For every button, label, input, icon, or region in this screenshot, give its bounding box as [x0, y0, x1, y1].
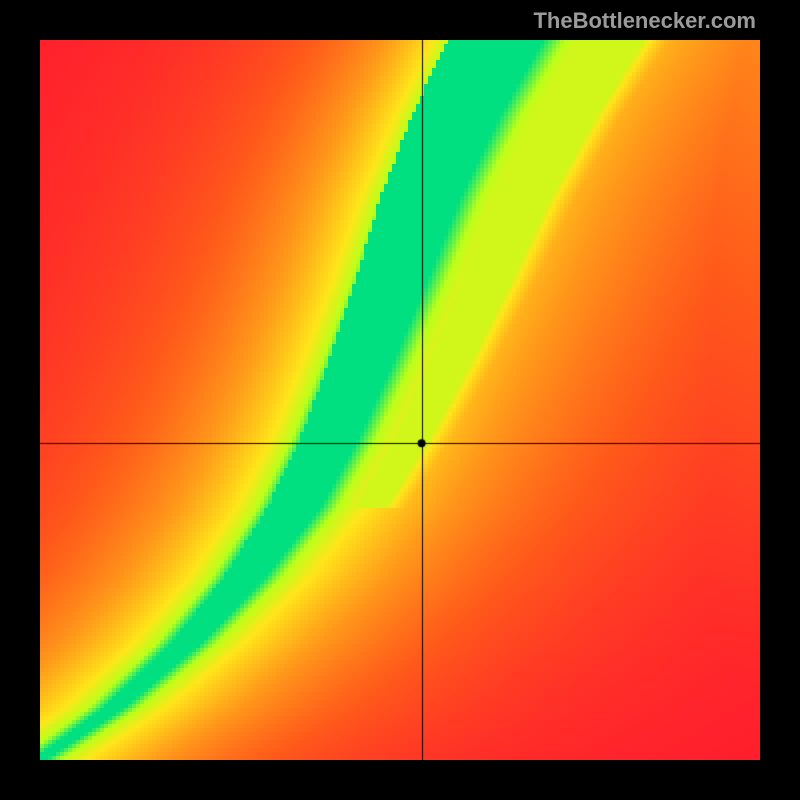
heatmap-canvas: [40, 40, 760, 760]
watermark-text: TheBottlenecker.com: [533, 8, 756, 34]
figure-root: TheBottlenecker.com: [0, 0, 800, 800]
